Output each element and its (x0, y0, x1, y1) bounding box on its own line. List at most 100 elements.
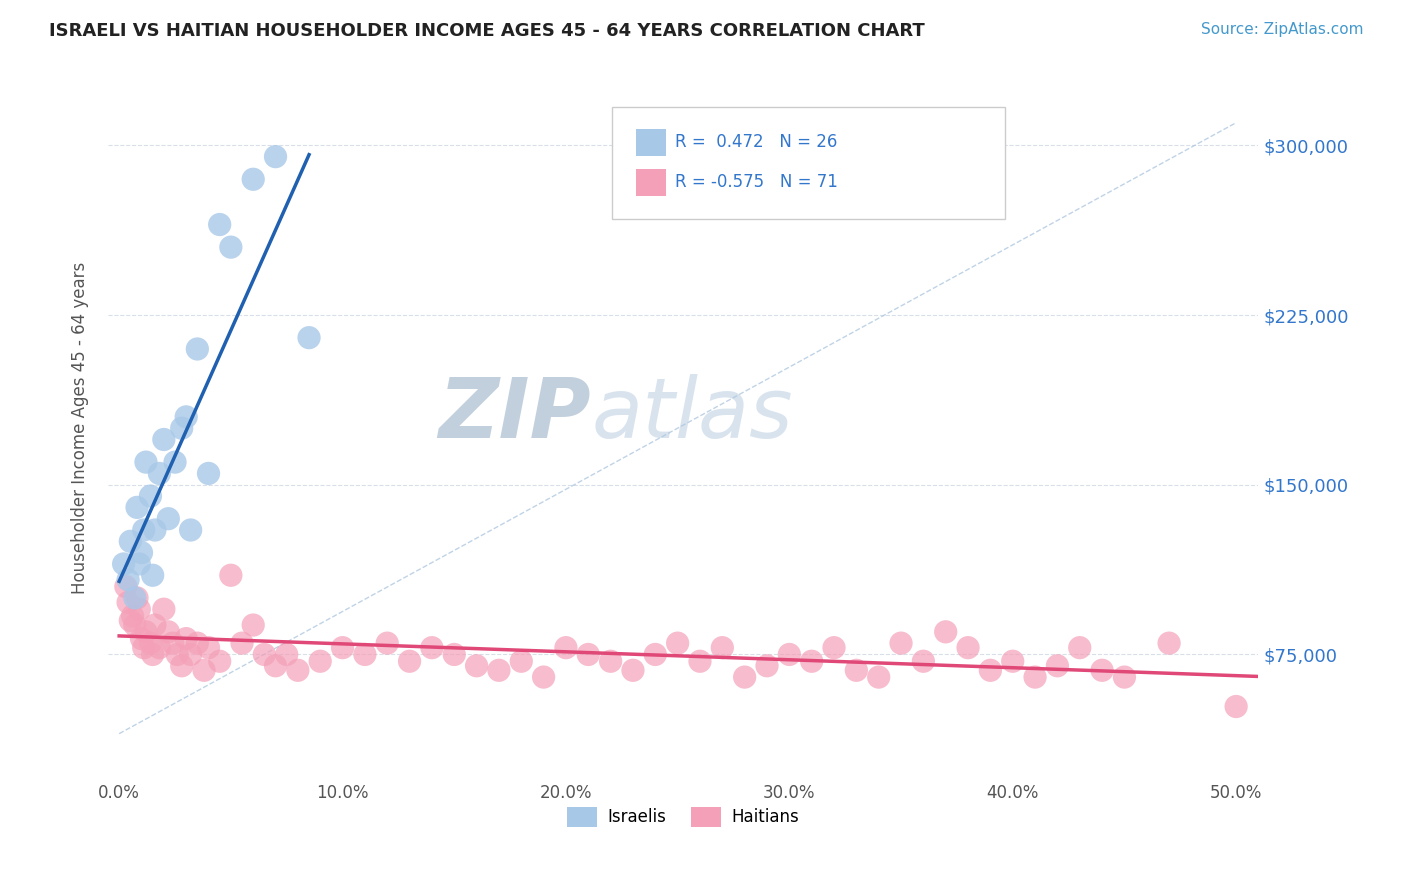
Point (197, 467, 219, 481)
Point (128, 557, 150, 571)
Point (576, 648, 599, 662)
Point (157, 624, 180, 639)
Point (510, 654, 533, 668)
Point (143, 523, 166, 537)
Point (711, 640, 734, 655)
Point (117, 595, 139, 609)
Point (208, 218, 231, 232)
Point (823, 640, 845, 655)
Point (354, 648, 377, 662)
Point (186, 636, 208, 650)
Point (242, 172, 264, 186)
Point (890, 636, 912, 650)
Point (778, 648, 800, 662)
Point (124, 618, 146, 632)
Text: Source: ZipAtlas.com: Source: ZipAtlas.com (1201, 22, 1364, 37)
Point (935, 624, 957, 639)
Point (644, 648, 666, 662)
Point (120, 534, 142, 549)
Point (398, 654, 420, 668)
Point (135, 624, 157, 639)
Point (131, 546, 153, 560)
Legend: Israelis, Haitians: Israelis, Haitians (561, 800, 806, 834)
Point (465, 658, 488, 673)
Point (142, 648, 165, 662)
Point (162, 636, 184, 650)
Point (174, 632, 197, 646)
Point (132, 523, 155, 537)
Point (115, 580, 138, 594)
Point (800, 654, 823, 668)
Point (734, 670, 756, 684)
Point (125, 591, 148, 605)
Point (148, 467, 170, 481)
Point (139, 489, 162, 503)
Point (1159, 636, 1181, 650)
Point (287, 663, 309, 677)
Point (121, 609, 143, 624)
Y-axis label: Householder Income Ages 45 - 64 years: Householder Income Ages 45 - 64 years (72, 262, 89, 594)
Point (375, 636, 398, 650)
Point (845, 663, 868, 677)
Point (666, 636, 689, 650)
Point (756, 658, 779, 673)
Point (180, 523, 202, 537)
Point (420, 640, 443, 655)
Point (143, 618, 166, 632)
Text: atlas: atlas (591, 374, 793, 455)
Point (148, 640, 170, 655)
Point (533, 670, 555, 684)
Point (219, 568, 242, 582)
Point (125, 500, 148, 515)
Point (242, 618, 264, 632)
Point (142, 568, 165, 582)
Point (264, 658, 287, 673)
Point (197, 640, 219, 655)
Point (443, 648, 465, 662)
Point (170, 658, 193, 673)
Point (868, 670, 890, 684)
Point (957, 640, 980, 655)
Point (186, 342, 208, 356)
Text: ISRAELI VS HAITIAN HOUSEHOLDER INCOME AGES 45 - 64 YEARS CORRELATION CHART: ISRAELI VS HAITIAN HOUSEHOLDER INCOME AG… (49, 22, 925, 40)
Point (135, 455, 157, 469)
Point (208, 654, 231, 668)
Point (298, 331, 321, 345)
Point (231, 636, 253, 650)
Point (153, 433, 176, 447)
Point (599, 654, 621, 668)
Point (112, 557, 135, 571)
Point (166, 648, 188, 662)
Point (621, 663, 644, 677)
Point (174, 409, 197, 424)
Point (979, 663, 1001, 677)
Point (912, 654, 935, 668)
Point (555, 640, 578, 655)
Point (139, 636, 162, 650)
Point (120, 614, 142, 628)
Point (276, 648, 298, 662)
Point (157, 511, 180, 525)
Point (153, 602, 176, 616)
Point (1024, 670, 1046, 684)
Point (163, 455, 186, 469)
Point (1225, 699, 1247, 714)
Point (1091, 663, 1114, 677)
Point (132, 640, 155, 655)
Point (193, 663, 215, 677)
Point (332, 640, 354, 655)
Point (131, 632, 153, 646)
Point (1069, 640, 1091, 655)
Point (253, 648, 276, 662)
Point (1001, 654, 1024, 668)
Point (1046, 658, 1069, 673)
Text: R = -0.575   N = 71: R = -0.575 N = 71 (675, 173, 838, 191)
Text: ZIP: ZIP (439, 374, 591, 455)
Point (219, 240, 242, 254)
Point (128, 602, 150, 616)
Point (117, 573, 139, 587)
Text: R =  0.472   N = 26: R = 0.472 N = 26 (675, 133, 837, 151)
Point (488, 663, 510, 677)
Point (689, 654, 711, 668)
Point (1114, 670, 1136, 684)
